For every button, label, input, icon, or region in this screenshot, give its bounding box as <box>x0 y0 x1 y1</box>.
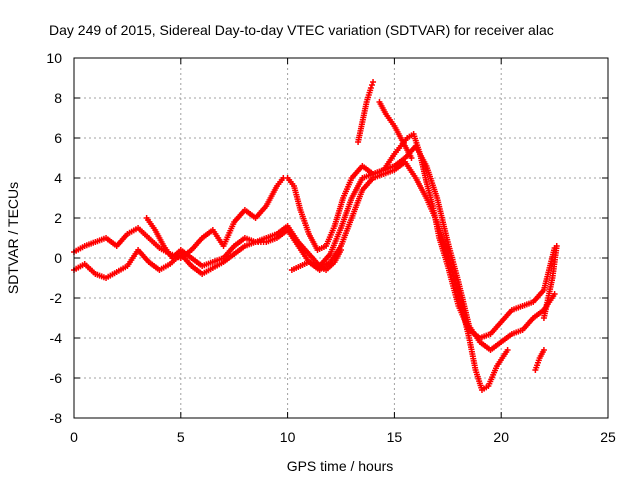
data-point <box>338 247 344 253</box>
data-point <box>504 347 511 353</box>
series-track-e <box>355 79 377 145</box>
y-tick-label: 6 <box>54 130 62 146</box>
data-point <box>408 155 415 161</box>
data-point <box>553 243 560 249</box>
tick-labels: 0 5 10 15 20 25 -8 -6 -4 -2 0 2 4 6 8 10 <box>46 50 616 445</box>
chart-title: Day 249 of 2015, Sidereal Day-to-day VTE… <box>49 22 554 38</box>
y-tick-label: 10 <box>46 50 62 66</box>
x-tick-label: 10 <box>280 429 296 445</box>
plot-frame <box>73 57 609 419</box>
grid <box>74 58 608 418</box>
series-track-d <box>288 247 344 273</box>
y-tick-label: 4 <box>54 170 62 186</box>
series-track-g <box>532 347 547 373</box>
series-track-c <box>143 159 511 393</box>
data-point <box>540 347 547 353</box>
x-tick-label: 15 <box>387 429 403 445</box>
x-tick-label: 0 <box>70 429 78 445</box>
y-axis-label: SDTVAR / TECUs <box>5 182 21 294</box>
x-tick-label: 20 <box>493 429 509 445</box>
ticks <box>73 57 609 419</box>
x-axis-label: GPS time / hours <box>287 458 394 474</box>
series-track-a <box>71 131 558 341</box>
data-marks <box>71 79 560 393</box>
y-tick-label: 8 <box>54 90 62 106</box>
y-tick-label: -8 <box>50 410 63 426</box>
series-track-h <box>540 243 560 321</box>
data-point <box>368 82 375 88</box>
y-tick-label: -2 <box>50 290 63 306</box>
y-tick-label: 0 <box>54 250 62 266</box>
x-tick-label: 25 <box>600 429 616 445</box>
data-point <box>367 85 374 91</box>
x-tick-label: 5 <box>177 429 185 445</box>
data-point <box>551 291 558 297</box>
y-tick-label: 2 <box>54 210 62 226</box>
data-point <box>370 79 377 85</box>
series-track-f <box>376 99 415 161</box>
y-tick-label: -6 <box>50 370 63 386</box>
y-tick-label: -4 <box>50 330 63 346</box>
